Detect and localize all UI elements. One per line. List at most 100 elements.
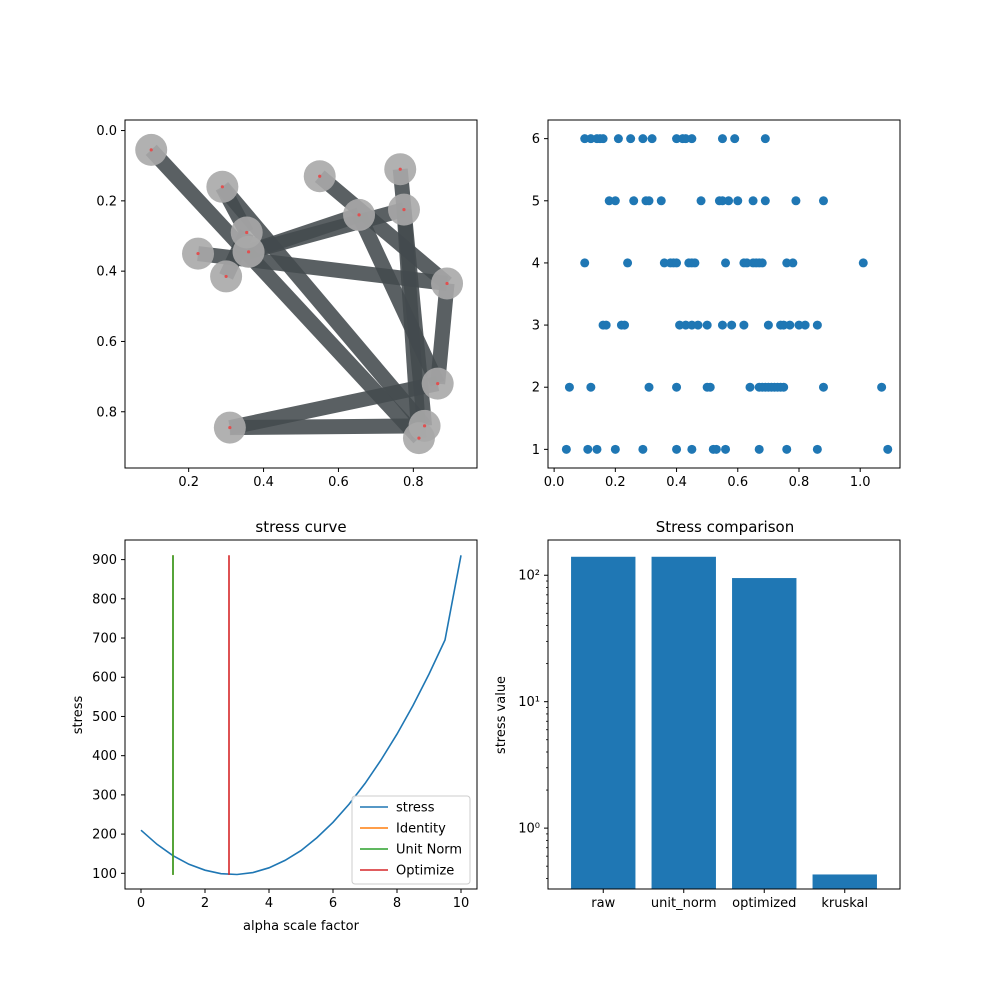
- graph-ytick-label: 0.8: [96, 405, 117, 420]
- legend-label: Optimize: [396, 864, 454, 879]
- scatter-point: [687, 134, 697, 144]
- bar: [651, 556, 716, 889]
- stress-curve-xtick-label: 6: [329, 896, 337, 911]
- stress-curve-xtick-label: 2: [201, 896, 209, 911]
- graph-node-center: [228, 425, 232, 430]
- stress-curve-ytick-label: 100: [92, 867, 117, 882]
- scatter-point: [711, 444, 721, 454]
- graph-node-center: [220, 185, 224, 189]
- scatter-point: [724, 196, 734, 206]
- scatter-point: [739, 320, 749, 330]
- legend-label: Identity: [396, 822, 446, 837]
- graph-node-center: [445, 281, 449, 286]
- bar: [571, 556, 636, 889]
- graph-edge: [246, 202, 406, 260]
- bar: [812, 874, 877, 889]
- scatter-point: [580, 258, 590, 268]
- scatter-point: [613, 134, 623, 144]
- scatter-point: [620, 320, 630, 330]
- legend-box: [351, 795, 471, 885]
- scatter-point: [785, 320, 795, 330]
- scatter-point: [733, 196, 743, 206]
- stress-curve-ytick-label: 500: [92, 710, 117, 725]
- bar-ytick-label: 10¹: [518, 695, 540, 710]
- graph-node-center: [422, 424, 427, 428]
- scatter-axes-frame: [547, 119, 901, 469]
- scatter-point: [717, 134, 727, 144]
- scatter-point: [791, 196, 801, 206]
- graph-node-center: [398, 167, 402, 171]
- graph-node-center: [246, 250, 251, 254]
- graph-node-center: [436, 382, 440, 386]
- graph-node-center: [224, 274, 228, 279]
- stress-comparison-ylabel: stress value: [494, 676, 509, 754]
- network-graph-panel: 0.2 0.4 0.6 0.8 0.0 0.2 0.4 0.6 0.8: [96, 119, 478, 490]
- scatter-point: [757, 258, 767, 268]
- graph-node-center: [402, 208, 406, 212]
- scatter-point: [626, 134, 636, 144]
- bar-ytick-label: 10²: [518, 569, 540, 584]
- scatter-point: [717, 320, 727, 330]
- scatter-point: [564, 382, 574, 392]
- graph-xtick-label: 0.6: [328, 475, 349, 490]
- scatter-point: [727, 320, 737, 330]
- scatter-point: [638, 134, 648, 144]
- scatter-point: [629, 196, 639, 206]
- scatter-xtick-label: 1.0: [850, 475, 871, 490]
- stress-curve-xtick-label: 8: [393, 896, 401, 911]
- scatter-point: [721, 258, 731, 268]
- scatter-point: [705, 382, 715, 392]
- scatter-point: [818, 382, 828, 392]
- stress-curve-ytick-label: 800: [92, 592, 117, 607]
- scatter-point: [788, 258, 798, 268]
- scatter-ytick-label: 5: [532, 194, 540, 209]
- stress-curve-panel: stress curve alpha scale factor stress 0…: [71, 518, 478, 934]
- bar-category-label: kruskal: [821, 896, 868, 911]
- scatter-point: [730, 134, 740, 144]
- graph-node-center: [417, 436, 421, 440]
- scatter-point: [693, 320, 703, 330]
- bar-ytick-label: 10⁰: [518, 822, 540, 837]
- legend-label: Unit Norm: [396, 843, 462, 858]
- graph-edge: [229, 418, 425, 436]
- graph-node-center: [245, 230, 249, 235]
- scatter-point: [745, 382, 755, 392]
- scatter-point: [656, 196, 666, 206]
- scatter-point: [610, 196, 620, 206]
- graph-ytick-label: 0.0: [96, 124, 117, 139]
- stress-curve-ytick-label: 300: [92, 788, 117, 803]
- strip-scatter-panel: 0.0 0.2 0.4 0.6 0.8 1.0 1 2 3 4 5 6: [532, 119, 901, 490]
- graph-ytick-label: 0.2: [96, 194, 117, 209]
- graph-edge: [352, 211, 445, 387]
- scatter-point: [586, 382, 596, 392]
- graph-node-center: [196, 251, 200, 256]
- scatter-point: [610, 444, 620, 454]
- stress-curve-ytick-label: 400: [92, 749, 117, 764]
- scatter-ytick-label: 1: [532, 443, 540, 458]
- scatter-point: [638, 444, 648, 454]
- scatter-point: [672, 444, 682, 454]
- stress-curve-title: stress curve: [255, 518, 346, 536]
- scatter-point: [561, 444, 571, 454]
- graph-xtick-label: 0.2: [178, 475, 199, 490]
- legend-label: stress: [396, 801, 435, 816]
- scatter-point: [812, 320, 822, 330]
- scatter-point: [592, 444, 602, 454]
- scatter-point: [644, 196, 654, 206]
- bar-category-label: raw: [591, 896, 615, 911]
- graph-ytick-label: 0.6: [96, 335, 117, 350]
- scatter-point: [748, 196, 758, 206]
- scatter-point: [760, 196, 770, 206]
- scatter-point: [696, 196, 706, 206]
- scatter-point: [690, 258, 700, 268]
- stress-comparison-title: Stress comparison: [656, 518, 794, 536]
- scatter-point: [818, 196, 828, 206]
- graph-node-center: [149, 148, 153, 152]
- scatter-point: [687, 444, 697, 454]
- scatter-xtick-label: 0.0: [544, 475, 565, 490]
- bar-category-label: optimized: [732, 896, 796, 911]
- scatter-point: [583, 444, 593, 454]
- scatter-xtick-label: 0.2: [605, 475, 626, 490]
- scatter-point: [598, 134, 608, 144]
